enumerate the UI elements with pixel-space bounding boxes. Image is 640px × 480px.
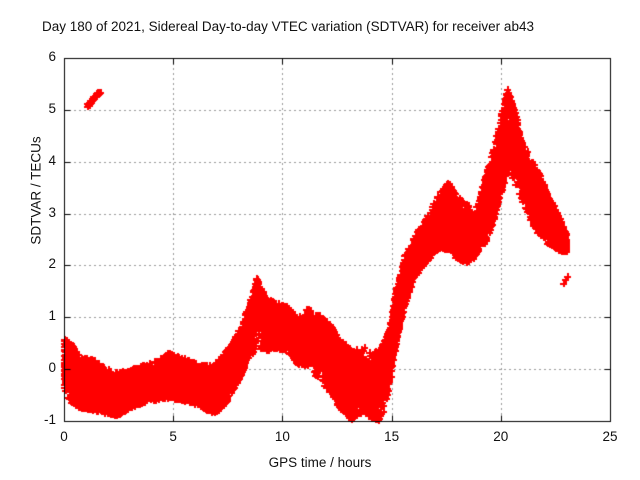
y-tick-label: 3 xyxy=(48,204,56,220)
x-tick-label: 25 xyxy=(602,429,618,444)
x-tick-label: 15 xyxy=(384,429,400,444)
y-tick-label: 0 xyxy=(48,360,56,376)
y-tick-label: 4 xyxy=(48,152,56,168)
x-tick-label: 10 xyxy=(274,429,290,444)
y-axis-label: SDTVAR / TECUs xyxy=(28,136,44,245)
y-tick-label: -1 xyxy=(43,412,56,427)
x-tick-label: 5 xyxy=(169,429,177,444)
y-tick-label: 5 xyxy=(48,100,56,116)
x-tick-label: 20 xyxy=(493,429,509,444)
x-tick-label: 0 xyxy=(60,429,68,444)
y-tick-label: 1 xyxy=(48,308,56,324)
y-tick-label: 2 xyxy=(48,256,56,272)
y-tick-label: 6 xyxy=(48,49,56,64)
x-axis-label: GPS time / hours xyxy=(268,455,372,470)
